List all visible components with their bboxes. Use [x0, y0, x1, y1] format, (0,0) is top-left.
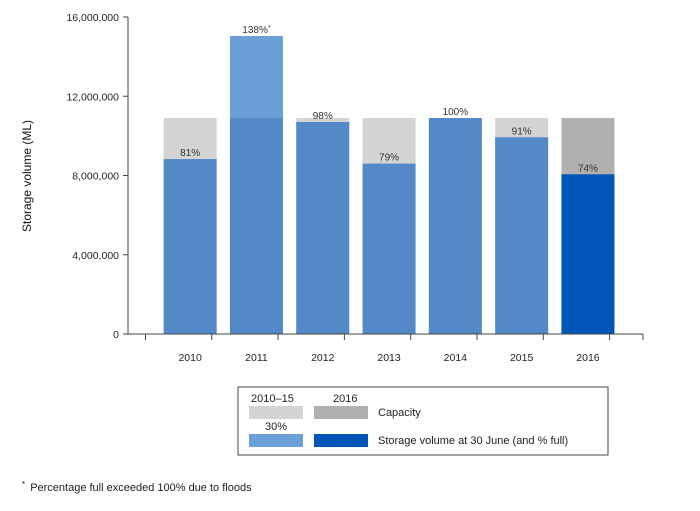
legend-col-header-2010-15: 2010–15	[251, 393, 294, 405]
x-tick-label-2014: 2014	[444, 352, 468, 364]
legend: 2010–15 2016 Capacity 30% Storage volume…	[237, 386, 609, 456]
legend-swatch-storage-2016	[314, 434, 368, 447]
footnote-text: Percentage full exceeded 100% due to flo…	[30, 482, 252, 494]
storage-bar-2016	[561, 174, 615, 334]
y-tick-label: 16,000,000	[66, 12, 119, 24]
footnote: * Percentage full exceeded 100% due to f…	[22, 478, 252, 494]
y-axis-label: Storage volume (ML)	[20, 120, 34, 232]
bars-group: 81% 138%* 98% 79% 100% 91% 74%	[163, 25, 615, 334]
data-label-2014: 100%	[443, 107, 469, 118]
storage-bar-2011	[229, 118, 283, 334]
legend-col-header-2016: 2016	[333, 393, 357, 405]
y-tick-label: 0	[113, 329, 119, 341]
legend-label-capacity: Capacity	[378, 407, 421, 419]
legend-swatch-storage-2010-15	[249, 434, 303, 447]
storage-bar-2014	[428, 118, 482, 334]
storage-bar-2013	[362, 163, 416, 334]
y-tick-label: 4,000,000	[72, 250, 119, 262]
data-label-2013: 79%	[379, 153, 399, 164]
storage-excess-bar-2011	[229, 36, 283, 119]
legend-swatch-capacity-2016	[314, 406, 368, 419]
y-axis: 0 4,000,000 8,000,000 12,000,000 16,000,000	[66, 12, 129, 341]
x-tick-label-2013: 2013	[377, 352, 401, 364]
x-tick-label-2016: 2016	[576, 352, 600, 364]
legend-note-30pct: 30%	[265, 421, 287, 433]
x-tick-label-2012: 2012	[311, 352, 335, 364]
data-label-2016: 74%	[578, 163, 598, 174]
x-tick-label-2010: 2010	[178, 352, 202, 364]
legend-swatch-capacity-2010-15	[249, 406, 303, 419]
footnote-marker: *	[22, 480, 25, 489]
storage-bar-2012	[296, 122, 350, 334]
x-tick-label-2011: 2011	[245, 352, 268, 364]
storage-bar-2010	[163, 159, 217, 334]
legend-label-storage: Storage volume at 30 June (and % full)	[378, 435, 568, 447]
data-label-2011: 138%*	[242, 25, 271, 36]
x-tick-label-2015: 2015	[510, 352, 534, 364]
data-label-2010: 81%	[180, 148, 200, 159]
data-label-2015: 91%	[512, 126, 532, 137]
y-tick-label: 8,000,000	[72, 171, 119, 183]
y-tick-label: 12,000,000	[66, 91, 119, 103]
storage-bar-2015	[495, 137, 549, 334]
data-label-2012: 98%	[313, 111, 333, 122]
x-axis: 2010 2011 2012 2013 2014 2015 2016	[128, 333, 644, 364]
